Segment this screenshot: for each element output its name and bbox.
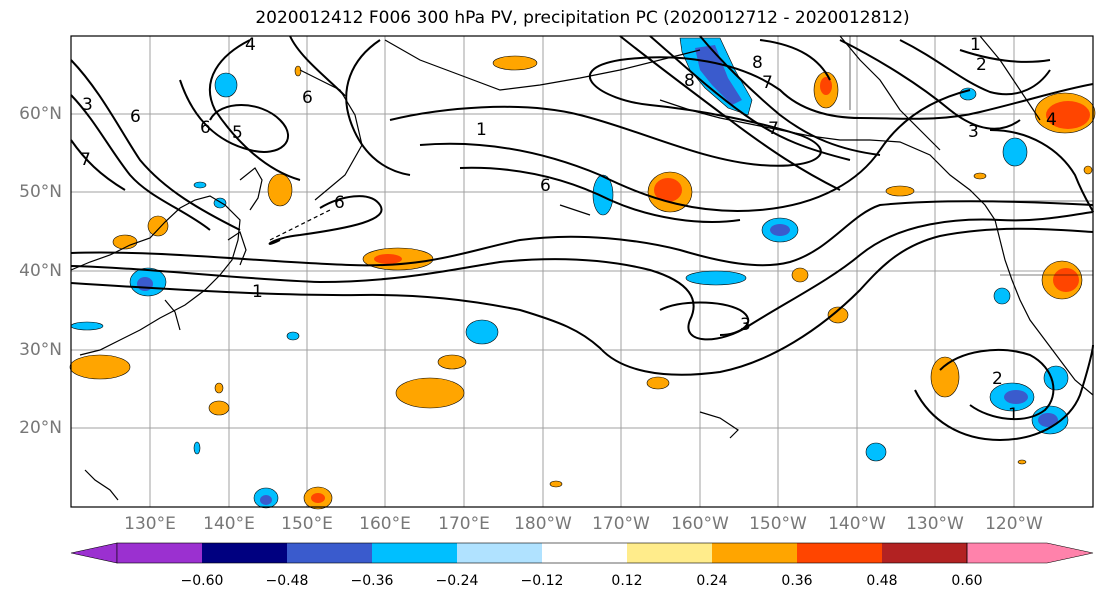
contour-label: 2 (976, 55, 987, 75)
lon-label: 150°E (281, 514, 333, 534)
lon-label: 150°W (749, 514, 807, 534)
colorbar-segment (372, 543, 457, 563)
lon-label: 130°W (906, 514, 964, 534)
contour-label: 1 (476, 120, 487, 140)
lon-label: 120°W (985, 514, 1043, 534)
contour-label: 4 (1046, 110, 1057, 130)
colorbar-tick-label: 0.48 (866, 573, 898, 589)
colorbar-segment (712, 543, 797, 563)
contour-label: 8 (752, 53, 763, 73)
colorbar-segment (627, 543, 712, 563)
contour-label: 2 (992, 369, 1003, 389)
contour-label-group: 4 6 5 3 7 6 1 6 1 8 7 8 7 6 1 2 3 4 3 2 … (80, 35, 1057, 425)
contour-label: 3 (740, 315, 751, 335)
lat-label: 30°N (19, 340, 62, 360)
contour-label: 1 (252, 282, 263, 302)
colorbar-segment (542, 543, 627, 563)
contour-label: 3 (968, 122, 979, 142)
contour-label: 7 (768, 119, 779, 139)
colorbar-tick-label: −0.48 (265, 573, 309, 589)
colorbar-tick-label: 0.36 (781, 573, 813, 589)
coastlines (70, 35, 1094, 501)
colorbar-segment (202, 543, 287, 563)
pv-contours (70, 35, 1094, 442)
colorbar-tick-label: 0.12 (611, 573, 643, 589)
contour-label: 6 (302, 88, 313, 108)
lon-label: 170°W (592, 514, 650, 534)
lon-label: 140°E (203, 514, 255, 534)
lon-label: 160°E (359, 514, 411, 534)
lon-label: 130°E (124, 514, 176, 534)
map-title: 2020012412 F006 300 hPa PV, precipitatio… (255, 8, 910, 28)
colorbar-segment (457, 543, 542, 563)
colorbar-outline (116, 542, 968, 564)
colorbar-tick-label: −0.24 (435, 573, 479, 589)
lon-label: 170°E (438, 514, 490, 534)
contour-label: 8 (684, 71, 695, 91)
contour-label: 5 (232, 123, 243, 143)
contour-label: 3 (82, 95, 93, 115)
contour-label: 6 (200, 118, 211, 138)
colorbar-tick-label: 0.60 (951, 573, 983, 589)
colorbar-segment (117, 543, 202, 563)
contour-label: 6 (540, 176, 551, 196)
colorbar-over-triangle (966, 542, 1094, 564)
lon-label: 180°W (514, 514, 572, 534)
colorbar-tick-label: −0.36 (350, 573, 394, 589)
colorbar-tick-label: −0.12 (520, 573, 564, 589)
lon-label: 160°W (671, 514, 729, 534)
contour-label: 7 (762, 73, 773, 93)
contour-label: 6 (130, 107, 141, 127)
contour-label: 1 (1008, 405, 1019, 425)
lat-label: 40°N (19, 261, 62, 281)
lat-label: 50°N (19, 182, 62, 202)
colorbar-segment (287, 543, 372, 563)
map-frame (70, 35, 1094, 508)
contour-label: 6 (334, 193, 345, 213)
colorbar-tick-label: 0.24 (696, 573, 728, 589)
contour-label: 1 (970, 35, 981, 55)
colorbar-segment (882, 543, 967, 563)
contour-label: 7 (80, 150, 91, 170)
lon-label: 140°W (828, 514, 886, 534)
contour-label: 4 (245, 35, 256, 55)
colorbar-under-triangle (70, 542, 118, 564)
colorbar-tick-label: −0.60 (180, 573, 224, 589)
lat-label: 20°N (19, 418, 62, 438)
lat-label: 60°N (19, 104, 62, 124)
colorbar-segment (797, 543, 882, 563)
